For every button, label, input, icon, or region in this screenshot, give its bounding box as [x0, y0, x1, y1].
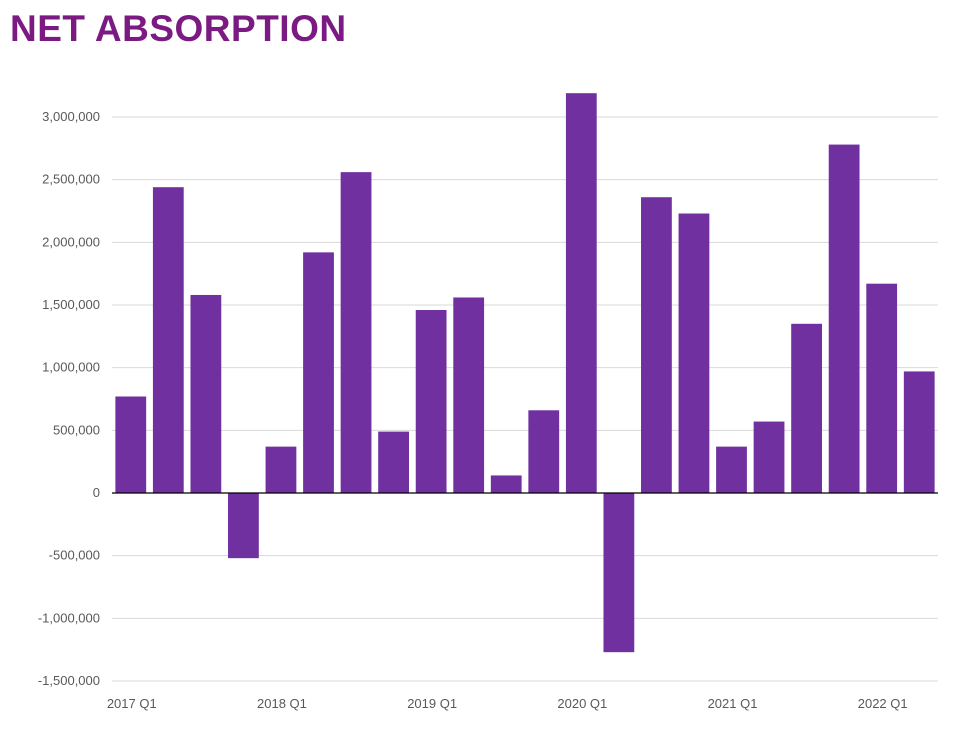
bar-2021-q3	[791, 323, 822, 493]
y-tick-label: 2,000,000	[42, 234, 100, 249]
x-tick-label: 2021 Q1	[708, 696, 758, 711]
bar-2021-q4	[828, 144, 860, 493]
x-tick-label: 2022 Q1	[858, 696, 908, 711]
x-tick-label: 2019 Q1	[407, 696, 457, 711]
bar-2020-q1	[565, 93, 597, 493]
bar-2022-q1	[866, 283, 898, 493]
x-axis-tick-labels: 2017 Q1 2018 Q1 2019 Q1 2020 Q1 2021 Q1 2022 …	[107, 696, 908, 711]
x-tick-label: 2018 Q1	[257, 696, 307, 711]
y-tick-label: -1,500,000	[38, 673, 100, 688]
chart-title: NET ABSORPTION	[10, 8, 347, 49]
bar-2020-q2	[603, 493, 635, 653]
bar-2018-q1	[265, 446, 297, 493]
bar-2017-q3	[190, 294, 222, 493]
bar-2018-q4	[378, 431, 409, 493]
gridlines	[112, 116, 938, 682]
bar-2021-q2	[753, 421, 785, 493]
y-tick-label: 2,500,000	[42, 172, 100, 187]
bar-2017-q4	[228, 493, 259, 559]
bar-2019-q4	[528, 410, 560, 493]
bar-2017-q1	[115, 396, 147, 493]
bar-2019-q2	[453, 297, 485, 493]
y-tick-label: -1,000,000	[38, 610, 100, 625]
bar-2022-q2	[903, 371, 935, 493]
y-tick-label: 1,000,000	[42, 360, 100, 375]
y-tick-label: 3,000,000	[42, 109, 100, 124]
x-tick-label: 2017 Q1	[107, 696, 157, 711]
bar-2019-q3	[490, 475, 522, 493]
bar-2018-q3	[340, 172, 372, 493]
bar-2021-q1	[716, 446, 747, 493]
bar-2020-q3	[641, 197, 672, 493]
y-axis-tick-labels: 3,000,000 2,500,000 2,000,000 1,500,000 1,00…	[38, 109, 100, 688]
x-tick-label: 2020 Q1	[557, 696, 607, 711]
bar-2019-q1	[415, 310, 447, 493]
bar-2020-q4	[678, 213, 710, 493]
bars	[115, 93, 935, 653]
y-tick-label: 500,000	[53, 422, 100, 437]
y-tick-label: 1,500,000	[42, 297, 100, 312]
bar-2017-q2	[152, 187, 184, 493]
y-tick-label: 0	[93, 485, 100, 500]
bar-2018-q2	[303, 252, 334, 493]
y-tick-label: -500,000	[49, 548, 100, 563]
